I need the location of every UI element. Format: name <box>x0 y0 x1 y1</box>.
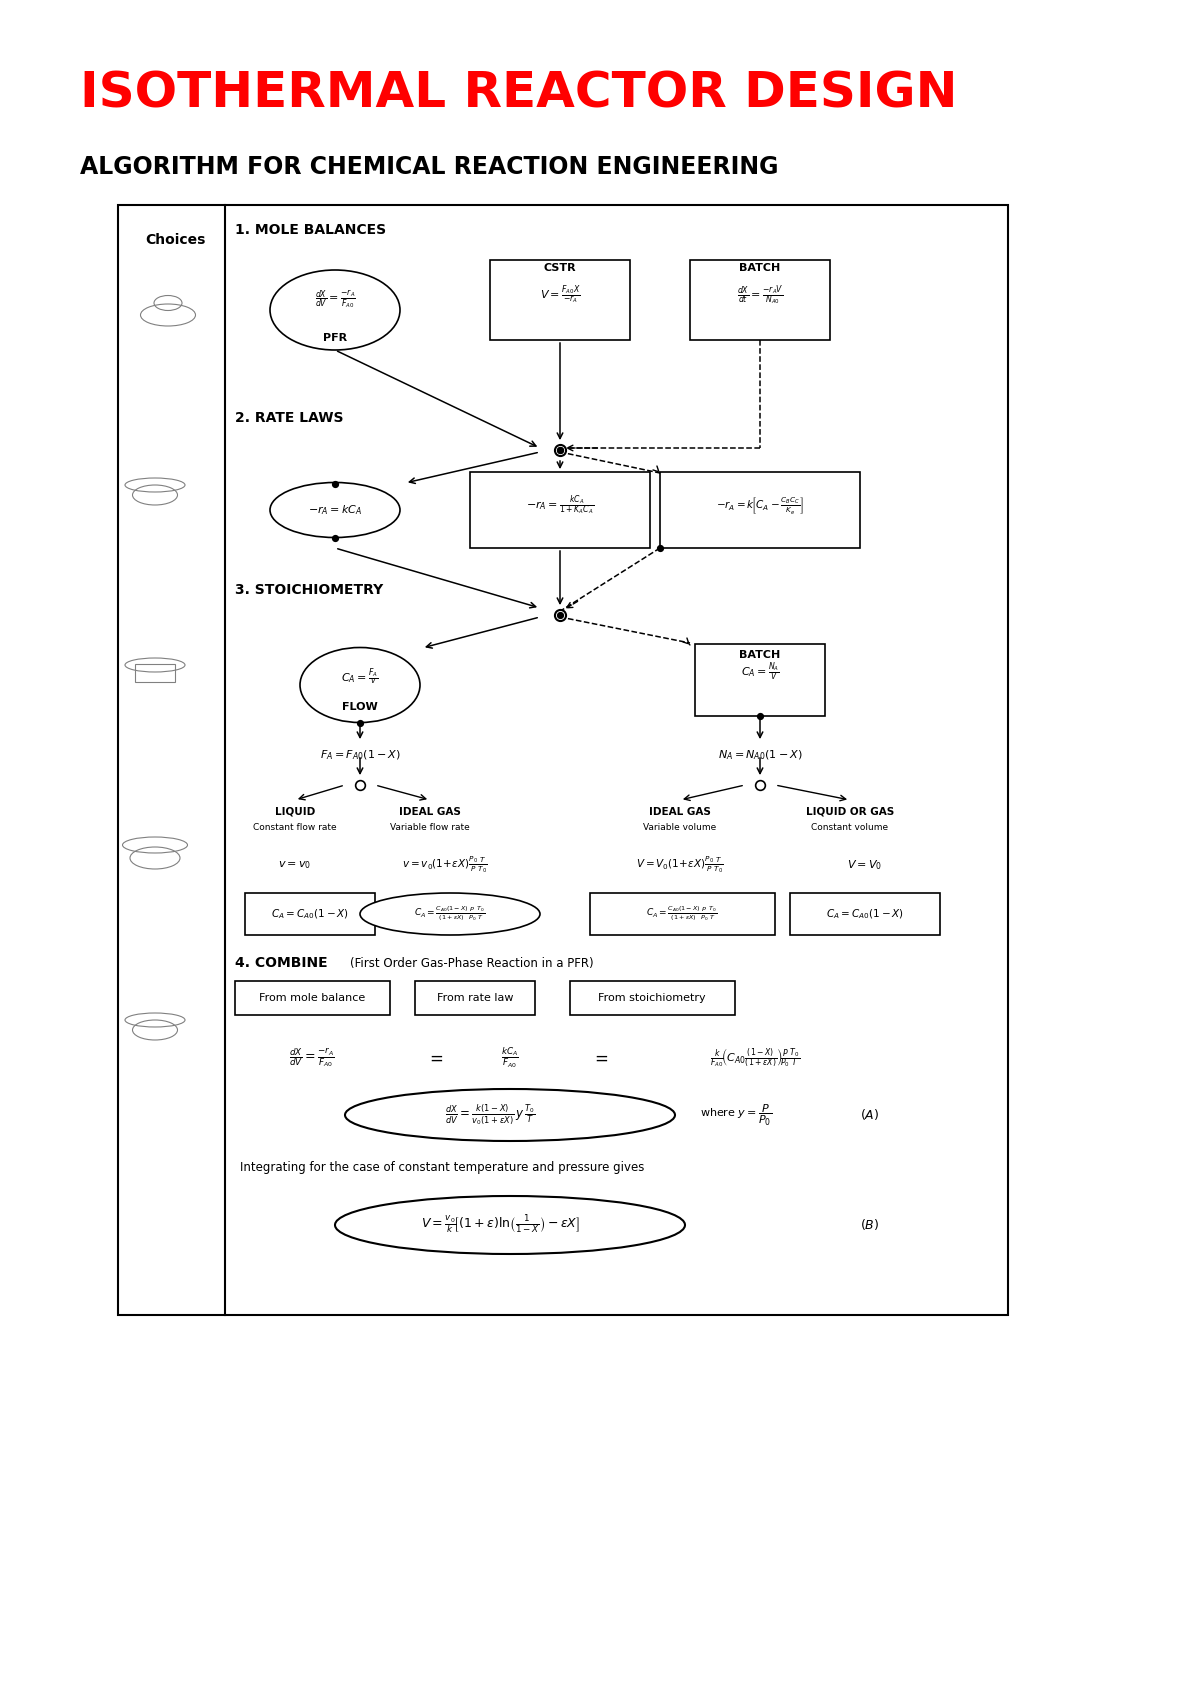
Text: 1. MOLE BALANCES: 1. MOLE BALANCES <box>235 222 386 238</box>
Text: $C_A = C_{A0}(1-X)$: $C_A = C_{A0}(1-X)$ <box>826 908 904 921</box>
Text: 4. COMBINE: 4. COMBINE <box>235 955 328 971</box>
Text: where $y = \dfrac{P}{P_0}$: where $y = \dfrac{P}{P_0}$ <box>700 1103 772 1127</box>
Ellipse shape <box>335 1196 685 1254</box>
Text: $C_A = C_{A0}(1-X)$: $C_A = C_{A0}(1-X)$ <box>271 908 349 921</box>
Text: From mole balance: From mole balance <box>259 993 365 1003</box>
FancyBboxPatch shape <box>470 472 650 548</box>
Text: Choices: Choices <box>145 232 205 248</box>
Text: ISOTHERMAL REACTOR DESIGN: ISOTHERMAL REACTOR DESIGN <box>80 70 958 119</box>
Text: $\frac{kC_A}{F_{A0}}$: $\frac{kC_A}{F_{A0}}$ <box>502 1045 518 1071</box>
FancyBboxPatch shape <box>570 981 734 1015</box>
Text: $=$: $=$ <box>592 1049 608 1067</box>
Text: $v = v_0(1\!+\!\varepsilon X)\frac{P_0}{P}\frac{T}{T_0}$: $v = v_0(1\!+\!\varepsilon X)\frac{P_0}{… <box>402 855 488 876</box>
FancyBboxPatch shape <box>690 260 830 339</box>
Text: $N_A = N_{A0}(1-X)$: $N_A = N_{A0}(1-X)$ <box>718 748 803 762</box>
Text: Variable volume: Variable volume <box>643 823 716 833</box>
Text: (First Order Gas-Phase Reaction in a PFR): (First Order Gas-Phase Reaction in a PFR… <box>350 957 594 969</box>
FancyBboxPatch shape <box>695 643 826 716</box>
Text: $\frac{dX}{dV} = \frac{k(1-X)}{v_0(1+\varepsilon X)}\,y\,\frac{T_0}{T}$: $\frac{dX}{dV} = \frac{k(1-X)}{v_0(1+\va… <box>445 1103 535 1129</box>
Text: From rate law: From rate law <box>437 993 514 1003</box>
Text: $C_A = \frac{N_A}{V}$: $C_A = \frac{N_A}{V}$ <box>740 660 780 684</box>
Text: CSTR: CSTR <box>544 263 576 273</box>
Text: Constant flow rate: Constant flow rate <box>253 823 337 833</box>
Text: IDEAL GAS: IDEAL GAS <box>400 808 461 816</box>
Text: $=$: $=$ <box>426 1049 444 1067</box>
Text: FLOW: FLOW <box>342 703 378 713</box>
Text: $(B)$: $(B)$ <box>860 1217 880 1232</box>
Text: Variable flow rate: Variable flow rate <box>390 823 470 833</box>
Ellipse shape <box>270 482 400 538</box>
FancyBboxPatch shape <box>490 260 630 339</box>
Text: LIQUID OR GAS: LIQUID OR GAS <box>806 808 894 816</box>
Text: IDEAL GAS: IDEAL GAS <box>649 808 710 816</box>
Ellipse shape <box>360 893 540 935</box>
Text: $-r_A = kC_A$: $-r_A = kC_A$ <box>308 502 362 518</box>
FancyBboxPatch shape <box>235 981 390 1015</box>
FancyBboxPatch shape <box>790 893 940 935</box>
Text: $F_A = F_{A0}(1-X)$: $F_A = F_{A0}(1-X)$ <box>319 748 401 762</box>
Text: $C_A = \frac{F_A}{v}$: $C_A = \frac{F_A}{v}$ <box>341 667 379 687</box>
Text: $C_A = \frac{C_{A0}(1-X)}{(1+\varepsilon X)}\frac{P}{P_0}\frac{T_0}{T}$: $C_A = \frac{C_{A0}(1-X)}{(1+\varepsilon… <box>414 905 486 923</box>
Text: PFR: PFR <box>323 333 347 343</box>
FancyBboxPatch shape <box>118 205 1008 1315</box>
Text: BATCH: BATCH <box>739 650 781 660</box>
Text: $\frac{k}{F_{A0}}\!\left(C_{A0}\frac{(1-X)}{(1+\varepsilon X)}\right)\!\frac{P}{: $\frac{k}{F_{A0}}\!\left(C_{A0}\frac{(1-… <box>710 1047 800 1069</box>
Text: BATCH: BATCH <box>739 263 781 273</box>
Text: $-r_A = k\!\left[C_A - \frac{C_BC_C}{K_e}\right]$: $-r_A = k\!\left[C_A - \frac{C_BC_C}{K_e… <box>716 494 804 516</box>
Text: From stoichiometry: From stoichiometry <box>598 993 706 1003</box>
Text: $\frac{dX}{dV} = \frac{-r_A}{F_{A0}}$: $\frac{dX}{dV} = \frac{-r_A}{F_{A0}}$ <box>314 288 355 311</box>
Text: Integrating for the case of constant temperature and pressure gives: Integrating for the case of constant tem… <box>240 1161 644 1174</box>
Text: 2. RATE LAWS: 2. RATE LAWS <box>235 411 343 424</box>
Ellipse shape <box>300 648 420 723</box>
Text: $V = V_0(1\!+\!\varepsilon X)\frac{P_0}{P}\frac{T}{T_0}$: $V = V_0(1\!+\!\varepsilon X)\frac{P_0}{… <box>636 855 724 876</box>
Ellipse shape <box>270 270 400 350</box>
Text: 3. STOICHIOMETRY: 3. STOICHIOMETRY <box>235 584 383 597</box>
Text: $(A)$: $(A)$ <box>860 1108 880 1122</box>
Text: $-r_A = \frac{kC_A}{1+K_AC_A}$: $-r_A = \frac{kC_A}{1+K_AC_A}$ <box>526 494 594 518</box>
Text: ALGORITHM FOR CHEMICAL REACTION ENGINEERING: ALGORITHM FOR CHEMICAL REACTION ENGINEER… <box>80 154 779 178</box>
Text: $\frac{dX}{dt} = \frac{-r_A V}{N_{A0}}$: $\frac{dX}{dt} = \frac{-r_A V}{N_{A0}}$ <box>737 283 784 307</box>
Text: $V = \frac{v_0}{k}\!\left[(1+\varepsilon)\ln\!\left(\frac{1}{1-X}\right) - \vare: $V = \frac{v_0}{k}\!\left[(1+\varepsilon… <box>420 1213 580 1237</box>
Text: $C_A = \frac{C_{A0}(1-X)}{(1+\varepsilon X)}\frac{P}{P_0}\frac{T_0}{T}$: $C_A = \frac{C_{A0}(1-X)}{(1+\varepsilon… <box>647 905 718 923</box>
Text: LIQUID: LIQUID <box>275 808 316 816</box>
FancyBboxPatch shape <box>590 893 775 935</box>
Text: $v = v_0$: $v = v_0$ <box>278 859 312 871</box>
FancyBboxPatch shape <box>660 472 860 548</box>
Text: $V = \frac{F_{A0}X}{-r_A}$: $V = \frac{F_{A0}X}{-r_A}$ <box>540 283 581 307</box>
FancyBboxPatch shape <box>245 893 374 935</box>
FancyBboxPatch shape <box>415 981 535 1015</box>
Text: $V = V_0$: $V = V_0$ <box>847 859 883 872</box>
Text: Constant volume: Constant volume <box>811 823 888 833</box>
Ellipse shape <box>346 1089 674 1140</box>
Text: $\frac{dX}{dV} = \frac{-r_A}{F_{A0}}$: $\frac{dX}{dV} = \frac{-r_A}{F_{A0}}$ <box>289 1047 335 1069</box>
